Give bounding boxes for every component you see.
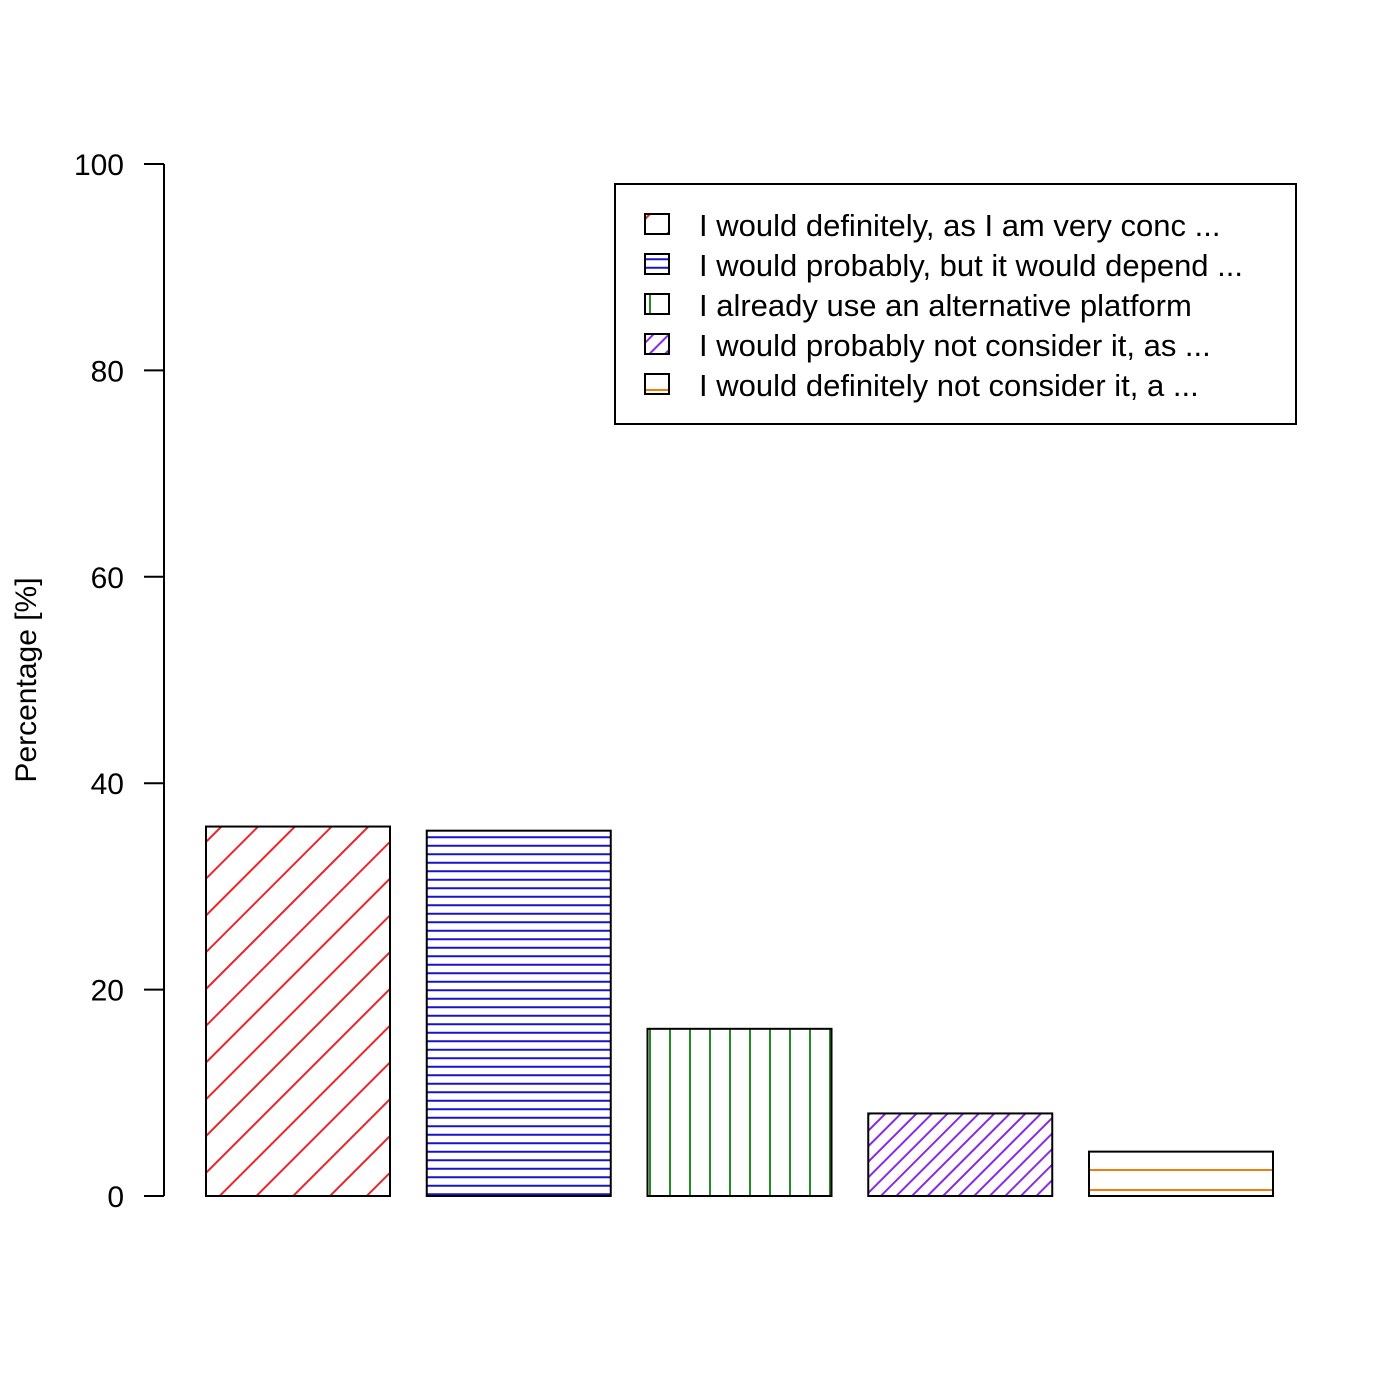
legend-label: I would definitely not consider it, a ..… (699, 368, 1199, 403)
legend-swatch (644, 213, 670, 235)
bar (867, 1112, 1054, 1197)
y-axis: 0 20 40 60 80 100 (74, 149, 165, 1214)
y-tick-label: 0 (107, 1181, 124, 1214)
legend-swatch (644, 373, 670, 395)
bar (646, 1027, 833, 1198)
y-tick-label: 100 (74, 149, 124, 182)
legend-label: I already use an alternative platform (699, 288, 1192, 323)
legend: I would definitely, as I am very conc ..… (614, 183, 1297, 425)
legend-label: I would probably not consider it, as ... (699, 328, 1211, 363)
y-tick-label: 60 (91, 562, 124, 595)
bar (425, 829, 612, 1197)
legend-label: I would probably, but it would depend ..… (699, 248, 1243, 283)
y-tick-label: 40 (91, 768, 124, 801)
legend-swatch (644, 293, 670, 315)
legend-box (614, 183, 1297, 425)
legend-label: I would definitely, as I am very conc ..… (699, 208, 1220, 243)
y-tick-label: 20 (91, 975, 124, 1008)
y-tick-label: 80 (91, 355, 124, 388)
bars (205, 825, 1274, 1198)
legend-swatch (644, 333, 670, 355)
bar (1088, 1150, 1274, 1198)
bar (205, 825, 391, 1197)
legend-swatch (644, 253, 670, 275)
y-axis-title: Percentage [%] (10, 577, 43, 782)
